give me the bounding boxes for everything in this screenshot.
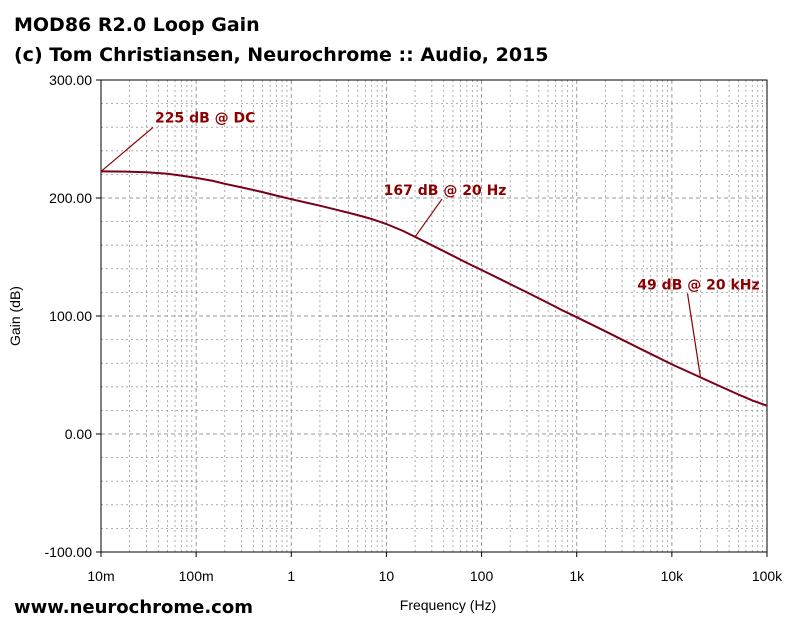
x-axis-label: Frequency (Hz) [400,597,496,613]
x-axis-ticks: 10m 100m 1 10 100 1k 10k 100k [87,552,783,584]
y-tick-label: 300.00 [49,72,92,88]
y-tick-label: 200.00 [49,190,92,206]
x-tick-label: 10 [379,568,395,584]
x-tick-label: 100m [179,568,214,584]
chart-title: MOD86 R2.0 Loop Gain [14,14,260,36]
annotation-leader-line [100,126,154,172]
y-tick-label: 0.00 [65,426,92,442]
annotation-label: 167 dB @ 20 Hz [384,183,507,199]
gain-curve [100,170,768,407]
y-axis-label: Gain (dB) [7,286,23,346]
chart-subtitle: (c) Tom Christiansen, Neurochrome :: Aud… [14,44,549,66]
annotation-leader-line [414,198,443,238]
x-tick-label: 10k [661,568,685,584]
y-tick-label: 100.00 [49,308,92,324]
footer-url: www.neurochrome.com [14,597,253,618]
y-tick-label: -100.00 [45,544,93,560]
annotation-label: 49 dB @ 20 kHz [637,277,759,293]
annotation-leader-line [686,293,702,378]
x-tick-label: 10m [87,568,114,584]
annotation-label: 225 dB @ DC [155,110,255,126]
x-tick-label: 1k [569,568,585,584]
x-tick-label: 1 [287,568,295,584]
y-axis-ticks: 300.00 200.00 100.00 0.00 -100.00 [45,72,101,560]
x-tick-label: 100k [752,568,783,584]
annotations: 225 dB @ DC 167 dB @ 20 Hz 49 dB @ 20 kHz [100,110,760,378]
x-tick-label: 100 [470,568,494,584]
